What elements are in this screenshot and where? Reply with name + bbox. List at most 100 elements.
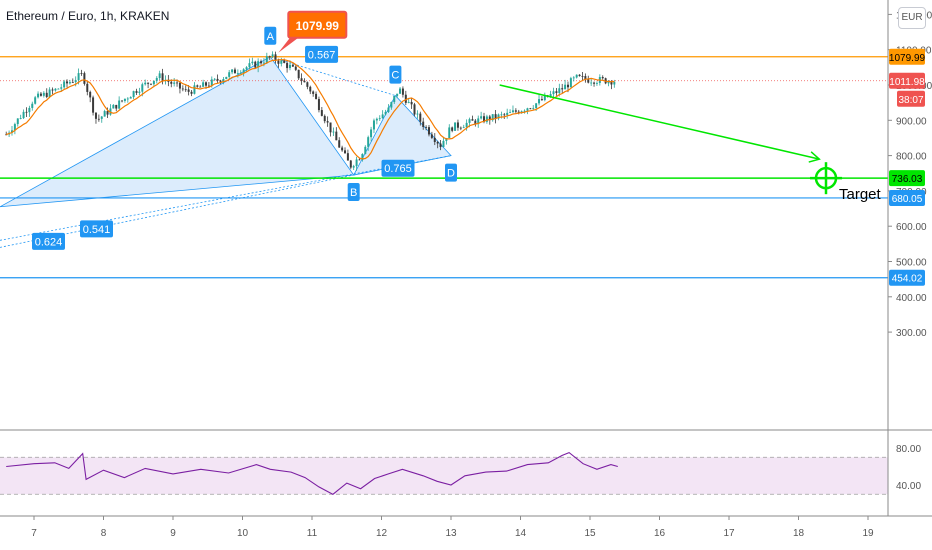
price-tick-label: 400.00: [896, 293, 927, 304]
time-tick-label: 15: [584, 528, 596, 539]
candle-body: [393, 95, 396, 103]
target-label: Target: [839, 186, 882, 203]
point-label-c: C: [389, 65, 402, 84]
time-tick-label: 9: [170, 528, 176, 539]
candle-body: [529, 108, 532, 110]
candle-body: [566, 84, 569, 88]
ratio-label-2-text: 0.624: [35, 236, 63, 248]
candle-body: [572, 77, 575, 79]
chart-title: Ethereum / Euro, 1h, KRAKEN: [6, 9, 170, 23]
point-label-a-bg: [264, 26, 277, 45]
candle-body: [25, 111, 28, 113]
moving-average-line: [6, 59, 615, 160]
candle-body: [543, 95, 546, 101]
candle-body: [448, 127, 451, 139]
time-tick-label: 7: [31, 528, 37, 539]
point-label-d: D: [445, 163, 457, 182]
candle-body: [344, 150, 347, 154]
candle-body: [564, 84, 567, 90]
candle-body: [103, 111, 106, 117]
candle-body: [384, 111, 387, 115]
candle-body: [288, 64, 291, 69]
candle-body: [540, 99, 543, 101]
candle-body: [51, 89, 54, 91]
time-tick-label: 18: [793, 528, 805, 539]
candle-body: [317, 99, 320, 111]
ratio-label-3-bg: [80, 220, 113, 238]
ratio-label-3: 0.541: [80, 220, 113, 238]
currency-button[interactable]: EUR: [898, 7, 926, 29]
candle-body: [303, 80, 306, 83]
candle-body: [31, 103, 34, 108]
candle-body: [265, 56, 268, 63]
candle-body: [121, 100, 124, 102]
candle-body: [526, 108, 529, 111]
candle-body: [511, 110, 514, 113]
candle-body: [210, 79, 213, 86]
time-tick-label: 8: [101, 528, 107, 539]
ratio-label-1-bg: [381, 159, 415, 177]
candle-body: [349, 160, 352, 168]
candle-body: [123, 98, 126, 101]
candle-body: [291, 64, 294, 67]
candle-body: [370, 129, 373, 138]
candle-body: [561, 88, 564, 90]
candle-body: [68, 82, 71, 84]
peak-callout-text: 1079.99: [296, 19, 340, 33]
time-tick-label: 16: [654, 528, 666, 539]
candle-body: [555, 91, 558, 93]
candle-body: [283, 60, 286, 63]
candle-body: [341, 147, 344, 151]
ratio-label-1: 0.765: [381, 159, 415, 177]
candle-body: [294, 66, 297, 70]
point-label-a: A: [264, 26, 277, 45]
candle-body: [410, 101, 413, 105]
price-badge-1079.99-bg: [889, 48, 925, 65]
candle-body: [581, 76, 584, 77]
candle-body: [83, 73, 86, 84]
candle-body: [358, 159, 361, 161]
rsi-tick-label: 80.00: [896, 444, 921, 455]
candle-body: [355, 159, 358, 167]
candle-body: [97, 118, 100, 120]
candle-body: [509, 112, 512, 114]
ratio-label-0: 0.567: [305, 45, 339, 63]
candle-body: [488, 116, 491, 121]
candle-body: [193, 85, 196, 94]
candle-body: [77, 73, 80, 81]
candle-body: [335, 131, 338, 141]
time-tick-label: 17: [723, 528, 735, 539]
candle-body: [320, 110, 323, 116]
time-tick-label: 14: [515, 528, 527, 539]
candle-body: [115, 104, 118, 109]
candle-body: [225, 76, 228, 79]
candle-body: [506, 112, 509, 115]
candle-body: [132, 91, 135, 98]
candle-body: [144, 82, 147, 85]
candle-body: [593, 82, 596, 84]
candle-body: [419, 113, 422, 122]
candle-body: [251, 61, 254, 64]
price-tick-label: 500.00: [896, 258, 927, 269]
countdown-badge-bg: [897, 90, 925, 107]
candle-body: [558, 88, 561, 93]
candle-body: [456, 122, 459, 128]
candle-body: [404, 94, 407, 103]
price-badge-680.05-bg: [889, 189, 925, 206]
candle-body: [89, 91, 92, 98]
countdown-badge-text: 38:07: [898, 95, 923, 106]
price-badge-454.02-bg: [889, 269, 925, 286]
candle-body: [190, 91, 193, 94]
candle-body: [86, 83, 89, 92]
candle-body: [454, 122, 457, 131]
candle-body: [245, 67, 248, 70]
candle-body: [274, 54, 277, 61]
candle-body: [260, 61, 263, 64]
candle-body: [433, 137, 436, 143]
time-tick-label: 12: [376, 528, 388, 539]
time-tick-label: 10: [237, 528, 249, 539]
candle-body: [601, 77, 604, 79]
candle-body: [425, 126, 428, 128]
price-badge-1079.99-text: 1079.99: [889, 53, 926, 64]
candle-body: [10, 130, 13, 133]
